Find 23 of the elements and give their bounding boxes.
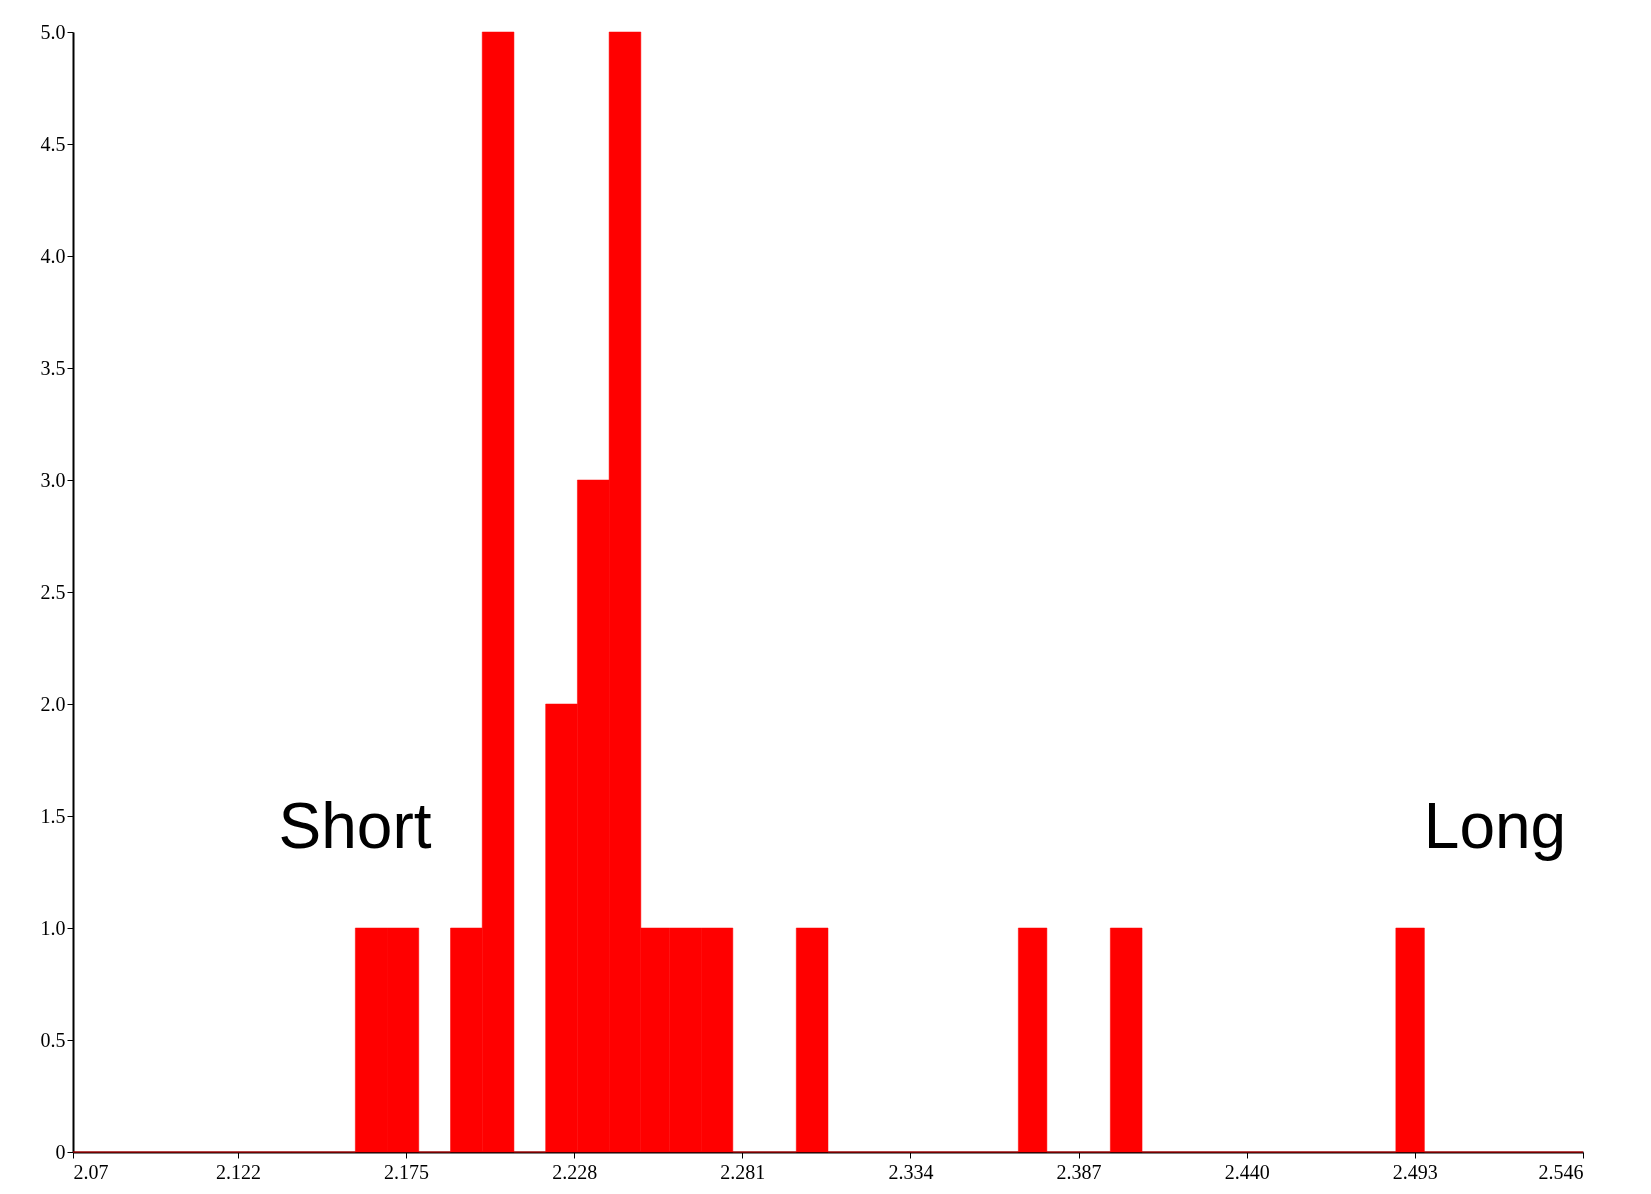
x-tick-label: 2.281 [720,1160,766,1183]
x-tick-label: 2.334 [888,1160,934,1183]
y-tick-label: 5.0 [40,20,66,43]
x-tick-label: 2.546 [1538,1160,1584,1183]
annotation: Short [278,790,432,862]
x-tick-label: 2.387 [1056,1160,1102,1183]
x-tick-label: 2.440 [1224,1160,1270,1183]
annotation: Long [1423,790,1567,862]
x-tick-label: 2.07 [73,1160,109,1183]
y-tick-label: 4.0 [40,244,66,267]
y-tick-label: 2.0 [40,692,66,715]
y-tick-label: 0 [55,1140,66,1163]
x-tick-label: 2.228 [552,1160,598,1183]
x-tick-label: 2.122 [215,1160,261,1183]
y-tick-label: 3.0 [40,468,66,491]
x-tick-label: 2.493 [1392,1160,1438,1183]
y-tick-label: 3.5 [40,356,66,379]
y-tick-label: 2.5 [40,580,66,603]
x-tick-label: 2.175 [384,1160,430,1183]
y-tick-label: 1.5 [40,804,66,827]
y-tick-label: 1.0 [40,916,66,939]
y-tick-label: 4.5 [40,132,66,155]
y-tick-label: 0.5 [40,1028,66,1051]
